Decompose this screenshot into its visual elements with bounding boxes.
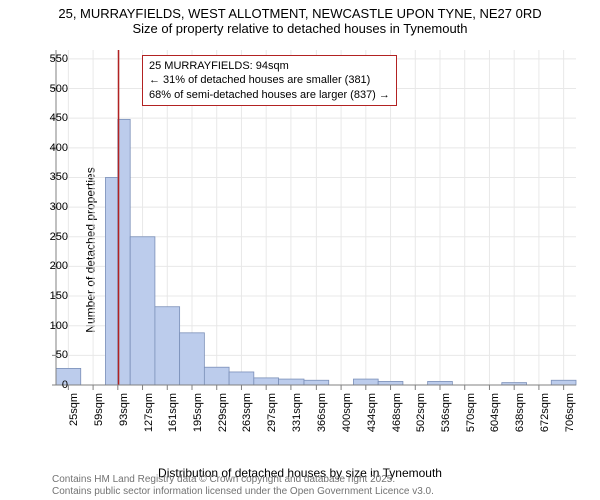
- y-tick-label: 400: [36, 142, 68, 154]
- x-tick-label: 434sqm: [366, 393, 378, 437]
- y-tick-label: 150: [36, 290, 68, 302]
- x-tick-label: 161sqm: [167, 393, 179, 437]
- x-tick-label: 366sqm: [316, 393, 328, 437]
- chart-container: 25, MURRAYFIELDS, WEST ALLOTMENT, NEWCAS…: [0, 0, 600, 500]
- callout-box: 25 MURRAYFIELDS: 94sqm ← 31% of detached…: [142, 55, 397, 106]
- x-tick-label: 229sqm: [217, 393, 229, 437]
- x-tick-label: 297sqm: [266, 393, 278, 437]
- chart-area: 25 MURRAYFIELDS: 94sqm ← 31% of detached…: [52, 46, 580, 441]
- y-tick-label: 500: [36, 83, 68, 95]
- callout-line1: 25 MURRAYFIELDS: 94sqm: [149, 59, 390, 73]
- x-tick-label: 502sqm: [415, 393, 427, 437]
- callout-line2: ← 31% of detached houses are smaller (38…: [149, 73, 390, 87]
- footer-attribution: Contains HM Land Registry data © Crown c…: [52, 474, 434, 498]
- x-tick-label: 127sqm: [143, 393, 155, 437]
- x-tick-label: 672sqm: [539, 393, 551, 437]
- y-tick-label: 250: [36, 231, 68, 243]
- callout-line3: 68% of semi-detached houses are larger (…: [149, 88, 390, 102]
- x-tick-label: 25sqm: [68, 393, 80, 437]
- footer-line1: Contains HM Land Registry data © Crown c…: [52, 474, 434, 486]
- y-tick-label: 550: [36, 53, 68, 65]
- chart-title-sub: Size of property relative to detached ho…: [0, 21, 600, 38]
- x-tick-label: 706sqm: [564, 393, 576, 437]
- y-tick-label: 200: [36, 260, 68, 272]
- x-tick-label: 468sqm: [391, 393, 403, 437]
- x-tick-label: 331sqm: [291, 393, 303, 437]
- y-tick-label: 300: [36, 201, 68, 213]
- x-tick-label: 570sqm: [465, 393, 477, 437]
- y-tick-label: 0: [36, 379, 68, 391]
- x-tick-label: 638sqm: [514, 393, 526, 437]
- footer-line2: Contains public sector information licen…: [52, 486, 434, 498]
- x-tick-label: 59sqm: [93, 393, 105, 437]
- x-tick-label: 604sqm: [489, 393, 501, 437]
- x-tick-label: 263sqm: [241, 393, 253, 437]
- y-tick-label: 50: [36, 349, 68, 361]
- x-tick-label: 93sqm: [118, 393, 130, 437]
- x-tick-label: 195sqm: [192, 393, 204, 437]
- x-tick-label: 536sqm: [440, 393, 452, 437]
- x-tick-label: 400sqm: [341, 393, 353, 437]
- y-tick-label: 100: [36, 320, 68, 332]
- y-tick-label: 350: [36, 171, 68, 183]
- chart-title-main: 25, MURRAYFIELDS, WEST ALLOTMENT, NEWCAS…: [0, 0, 600, 21]
- y-tick-label: 450: [36, 112, 68, 124]
